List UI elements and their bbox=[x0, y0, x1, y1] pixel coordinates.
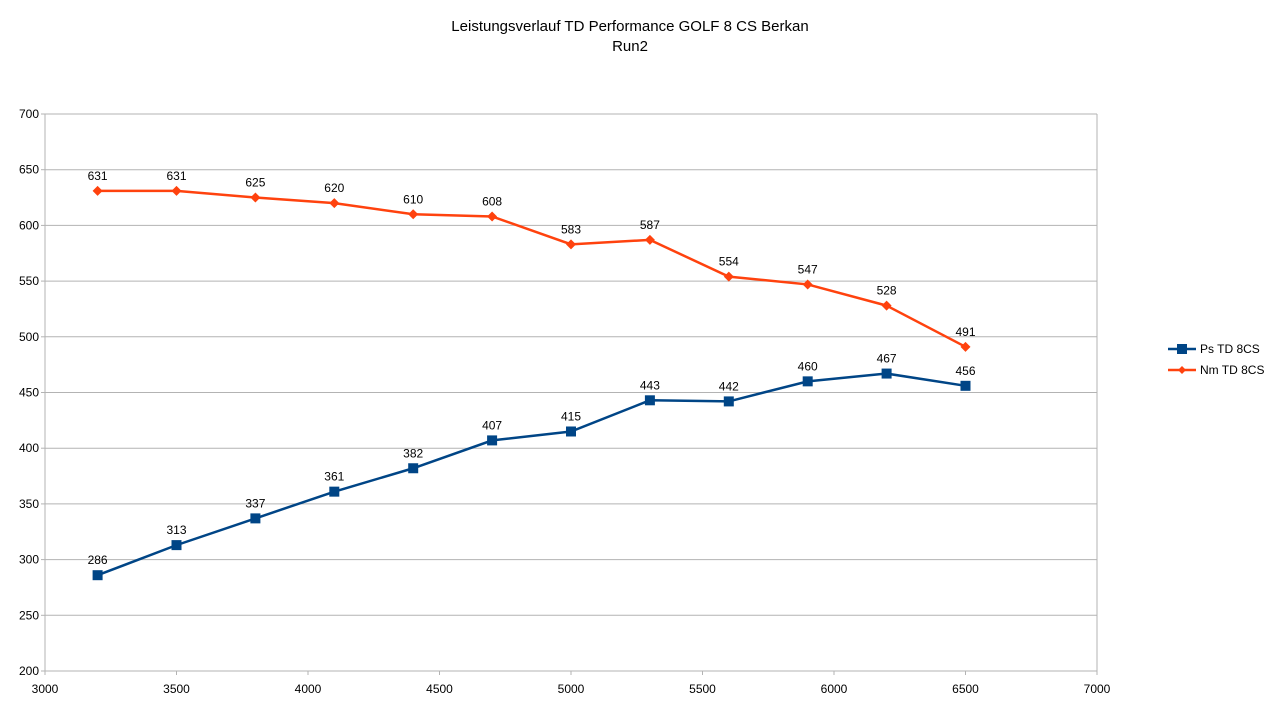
y-tick-label: 550 bbox=[19, 274, 39, 288]
x-tick-label: 3000 bbox=[32, 682, 59, 696]
legend: Ps TD 8CS Nm TD 8CS bbox=[1168, 342, 1264, 377]
y-tick-label: 650 bbox=[19, 163, 39, 177]
chart-subtitle: Run2 bbox=[612, 38, 648, 55]
data-label: 286 bbox=[88, 553, 108, 567]
data-label: 547 bbox=[798, 262, 818, 276]
data-point bbox=[487, 435, 498, 446]
data-label: 625 bbox=[245, 176, 265, 190]
legend-marker bbox=[1177, 344, 1187, 354]
data-point bbox=[802, 279, 813, 290]
data-label: 608 bbox=[482, 194, 502, 208]
axis-ticks: 200 250 300 350 400 450 500 550 600 650 700 3000 350… bbox=[19, 107, 1111, 696]
data-label: 620 bbox=[324, 181, 344, 195]
x-tick-label: 3500 bbox=[163, 682, 190, 696]
x-tick-label: 6500 bbox=[952, 682, 979, 696]
data-point bbox=[960, 380, 971, 391]
legend-marker bbox=[1178, 366, 1186, 374]
data-label: 415 bbox=[561, 409, 581, 423]
data-point bbox=[566, 426, 576, 437]
data-label: 583 bbox=[561, 222, 581, 236]
y-tick-label: 300 bbox=[19, 553, 39, 567]
data-point bbox=[723, 271, 734, 282]
data-point bbox=[171, 540, 182, 551]
data-label: 382 bbox=[403, 446, 423, 460]
data-point bbox=[171, 185, 182, 196]
data-point bbox=[329, 198, 340, 209]
data-point bbox=[408, 463, 419, 474]
series-ps-td-8cs: 286 313 337 361 382 407 415 443 442 460 467 456 bbox=[88, 352, 976, 581]
grid bbox=[41, 113, 1098, 675]
legend-label: Nm TD 8CS bbox=[1200, 363, 1264, 377]
data-point bbox=[644, 234, 655, 245]
y-tick-label: 450 bbox=[19, 386, 39, 400]
chart-title: Leistungsverlauf TD Performance GOLF 8 C… bbox=[451, 18, 808, 35]
legend-item: Ps TD 8CS bbox=[1168, 342, 1260, 356]
data-label: 467 bbox=[877, 352, 897, 366]
data-label: 491 bbox=[955, 325, 975, 339]
data-point bbox=[408, 209, 419, 220]
data-label: 361 bbox=[324, 470, 344, 484]
x-tick-label: 7000 bbox=[1084, 682, 1111, 696]
data-label: 554 bbox=[719, 255, 739, 269]
data-label: 587 bbox=[640, 218, 660, 232]
y-tick-label: 200 bbox=[19, 664, 39, 678]
data-label: 313 bbox=[166, 523, 186, 537]
x-tick-label: 6000 bbox=[821, 682, 848, 696]
data-label: 528 bbox=[877, 284, 897, 298]
data-point bbox=[250, 192, 261, 203]
data-label: 631 bbox=[88, 169, 108, 183]
data-label: 610 bbox=[403, 192, 423, 206]
data-label: 460 bbox=[798, 359, 818, 373]
y-tick-label: 400 bbox=[19, 441, 39, 455]
data-point bbox=[881, 300, 892, 311]
data-label: 456 bbox=[955, 364, 975, 378]
data-point bbox=[566, 239, 576, 250]
series-line bbox=[97, 189, 967, 348]
data-point bbox=[723, 396, 734, 407]
y-tick-label: 700 bbox=[19, 107, 39, 121]
x-tick-label: 4500 bbox=[426, 682, 453, 696]
data-label: 442 bbox=[719, 379, 739, 393]
legend-label: Ps TD 8CS bbox=[1200, 342, 1260, 356]
y-tick-label: 250 bbox=[19, 608, 39, 622]
series-nm-td-8cs: 631 631 625 620 610 608 583 587 554 547 528 491 bbox=[88, 169, 976, 352]
data-label: 407 bbox=[482, 418, 502, 432]
data-point bbox=[802, 376, 813, 387]
data-point bbox=[644, 395, 655, 406]
x-tick-label: 5500 bbox=[689, 682, 716, 696]
data-label: 631 bbox=[166, 169, 186, 183]
data-point bbox=[487, 211, 498, 222]
data-point bbox=[92, 570, 103, 581]
data-point bbox=[881, 368, 892, 379]
data-label: 337 bbox=[245, 496, 265, 510]
y-tick-label: 350 bbox=[19, 497, 39, 511]
y-tick-label: 600 bbox=[19, 218, 39, 232]
data-point bbox=[329, 486, 340, 497]
y-tick-label: 500 bbox=[19, 330, 39, 344]
data-point bbox=[250, 513, 261, 524]
data-point bbox=[960, 341, 971, 352]
x-tick-label: 4000 bbox=[295, 682, 322, 696]
legend-item: Nm TD 8CS bbox=[1168, 363, 1264, 377]
data-point bbox=[92, 185, 103, 196]
x-tick-label: 5000 bbox=[558, 682, 585, 696]
data-label: 443 bbox=[640, 378, 660, 392]
series-line bbox=[97, 372, 966, 577]
